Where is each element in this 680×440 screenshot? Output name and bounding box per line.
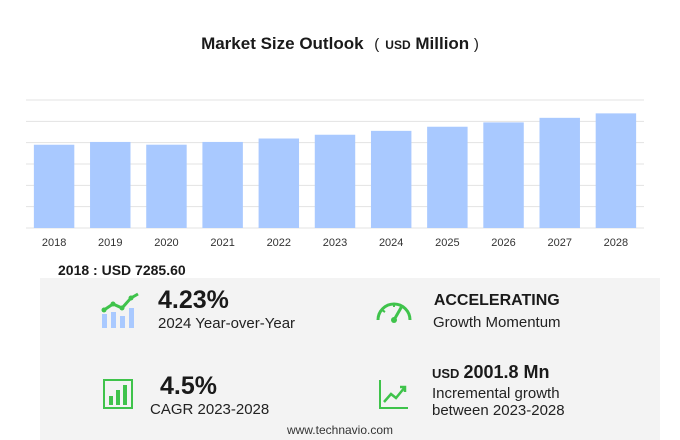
growth-label-line1: Incremental growth <box>432 385 560 402</box>
speedometer-icon <box>376 302 412 323</box>
bar-2025 <box>427 126 468 228</box>
column-chart-icon <box>103 379 133 409</box>
momentum-value: ACCELERATING <box>433 292 560 309</box>
title-open-paren: ( <box>374 36 380 53</box>
x-tick-2027: 2027 <box>547 237 571 249</box>
base-year-amount: 7285.60 <box>135 262 186 278</box>
bar-chart: 2018 2019 2020 2021 2022 2023 2024 2025 2026 2027… <box>26 99 644 249</box>
bar-2021 <box>202 141 243 228</box>
cagr-value: 4.5% <box>160 372 217 400</box>
x-tick-2024: 2024 <box>379 237 403 249</box>
bar-2027 <box>539 117 580 228</box>
x-tick-2026: 2026 <box>491 237 515 249</box>
chart-title: Market Size Outlook ( USD Million ) <box>0 34 680 54</box>
growth-label-line2: between 2023-2028 <box>432 402 565 419</box>
bar-2023 <box>314 134 356 228</box>
bar-2020 <box>146 144 187 228</box>
bar-2024 <box>370 130 412 228</box>
base-year-label: 2018 : USD <box>58 262 132 278</box>
title-close-paren: ) <box>473 36 479 53</box>
x-tick-2019: 2019 <box>98 237 122 249</box>
title-unit: USD <box>385 38 411 52</box>
bar-2019 <box>90 141 131 228</box>
footer-url: www.technavio.com <box>286 423 394 437</box>
bar-2018 <box>33 144 75 228</box>
kpi-panel: 4.23% 2024 Year-over-Year ACCELERATING G… <box>40 278 660 440</box>
bar-2026 <box>483 122 524 228</box>
line-trend-icon <box>379 380 408 409</box>
growth-value: 2001.8 Mn <box>463 362 550 382</box>
bar-2022 <box>258 138 300 228</box>
bar-chart-growth-icon <box>101 292 139 328</box>
x-tick-2023: 2023 <box>323 237 347 249</box>
yoy-value: 4.23% <box>158 286 229 314</box>
growth-currency: USD <box>432 366 460 381</box>
chart-x-ticks: 2018 2019 2020 2021 2022 2023 2024 2025 2026 2027… <box>42 237 628 249</box>
yoy-label: 2024 Year-over-Year <box>158 315 296 332</box>
x-tick-2020: 2020 <box>154 237 178 249</box>
base-year-value: 2018 : USD 7285.60 <box>58 262 186 278</box>
momentum-label: Growth Momentum <box>433 314 561 331</box>
x-tick-2021: 2021 <box>210 237 234 249</box>
title-measure: Million <box>415 34 470 53</box>
bar-2028 <box>595 113 637 228</box>
x-tick-2028: 2028 <box>604 237 628 249</box>
x-tick-2018: 2018 <box>42 237 66 249</box>
chart-title-main: Market Size Outlook <box>201 34 364 53</box>
x-tick-2025: 2025 <box>435 237 459 249</box>
x-tick-2022: 2022 <box>267 237 291 249</box>
cagr-label: CAGR 2023-2028 <box>150 401 270 418</box>
chart-bars <box>33 113 637 228</box>
